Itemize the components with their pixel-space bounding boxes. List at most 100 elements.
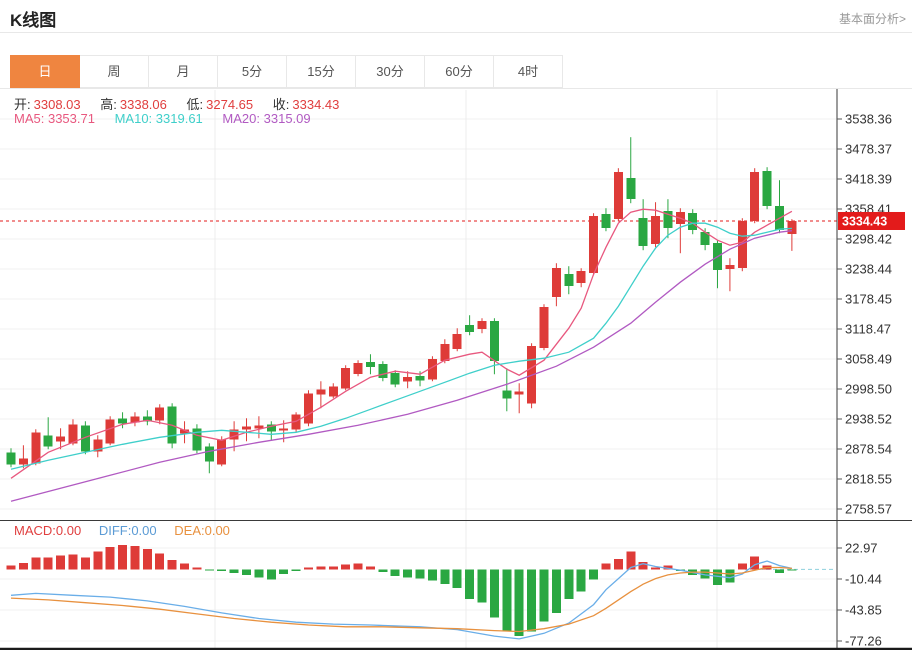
candle-body[interactable] <box>415 376 425 381</box>
candle-body[interactable] <box>427 359 437 380</box>
candle-body[interactable] <box>118 418 128 424</box>
y-axis-label: 3478.37 <box>845 142 892 157</box>
candle-body[interactable] <box>489 321 499 362</box>
candle-body[interactable] <box>365 362 375 368</box>
fundamental-analysis-link[interactable]: 基本面分析> <box>838 12 906 26</box>
candle-body[interactable] <box>328 386 338 397</box>
candle-body[interactable] <box>43 435 53 447</box>
period-tab-0[interactable]: 日 <box>10 55 80 88</box>
period-tab-2[interactable]: 月 <box>149 55 218 88</box>
candle-body[interactable] <box>204 446 214 462</box>
candle-body[interactable] <box>502 390 512 399</box>
candle-body[interactable] <box>217 439 227 465</box>
macd-bar <box>204 569 214 571</box>
candle-body[interactable] <box>105 419 115 444</box>
macd-bar <box>390 569 400 576</box>
candle-body[interactable] <box>601 214 611 229</box>
macd-bar <box>564 569 574 600</box>
period-tab-1[interactable]: 周 <box>80 55 149 88</box>
candle-body[interactable] <box>242 426 252 430</box>
candle-body[interactable] <box>192 428 202 451</box>
candle-body[interactable] <box>80 425 90 452</box>
y-axis-label: 22.97 <box>845 541 878 556</box>
macd-bar <box>80 557 90 570</box>
candle-body[interactable] <box>266 424 276 432</box>
candle-body[interactable] <box>787 220 797 235</box>
macd-bar <box>291 569 301 572</box>
candle-body[interactable] <box>539 307 549 349</box>
macd-bar <box>638 561 648 570</box>
candle-body[interactable] <box>564 274 574 287</box>
ma5-line <box>10 208 793 479</box>
candle-body[interactable] <box>229 429 239 440</box>
candle-body[interactable] <box>155 407 165 421</box>
macd-bar <box>589 569 599 580</box>
y-axis-label: -43.85 <box>845 603 882 618</box>
kline-chart-svg[interactable]: 3538.363478.373418.393358.413298.423238.… <box>0 89 912 650</box>
candle-body[interactable] <box>626 178 636 200</box>
macd-bar <box>365 566 375 570</box>
candle-body[interactable] <box>589 216 599 274</box>
period-tab-7[interactable]: 4时 <box>494 55 563 88</box>
candle-body[interactable] <box>551 268 561 298</box>
candle-body[interactable] <box>6 452 16 465</box>
candle-body[interactable] <box>638 218 648 247</box>
candle-body[interactable] <box>440 344 450 362</box>
period-tab-6[interactable]: 60分 <box>425 55 494 88</box>
candle-body[interactable] <box>279 428 289 431</box>
legend-ma5: MA5: 3353.71 <box>14 111 95 126</box>
candle-body[interactable] <box>737 221 747 269</box>
y-axis-label: 3298.42 <box>845 232 892 247</box>
candle-body[interactable] <box>750 172 760 222</box>
candle-body[interactable] <box>353 363 363 375</box>
macd-bar <box>279 569 289 574</box>
candle-body[interactable] <box>180 429 190 434</box>
candle-body[interactable] <box>56 436 66 442</box>
candle-body[interactable] <box>142 416 152 422</box>
candle-body[interactable] <box>465 325 475 333</box>
candle-body[interactable] <box>403 377 413 382</box>
candle-body[interactable] <box>477 321 487 330</box>
period-tab-4[interactable]: 15分 <box>287 55 356 88</box>
macd-bar <box>43 557 53 570</box>
candle-body[interactable] <box>576 271 586 284</box>
candle-body[interactable] <box>93 439 103 452</box>
macd-bar <box>56 555 66 570</box>
candle-body[interactable] <box>762 171 772 207</box>
macd-bar <box>303 567 313 570</box>
candle-body[interactable] <box>303 393 313 424</box>
candle-body[interactable] <box>378 364 388 379</box>
candle-body[interactable] <box>316 389 326 395</box>
macd-bar <box>576 569 586 592</box>
candle-body[interactable] <box>31 432 41 464</box>
candle-body[interactable] <box>18 458 28 465</box>
legend-diff: DIFF:0.00 <box>98 523 157 538</box>
candle-body[interactable] <box>651 216 661 245</box>
candle-body[interactable] <box>130 416 140 423</box>
candle-body[interactable] <box>390 373 400 385</box>
current-price-tag <box>838 211 905 230</box>
candle-body[interactable] <box>68 424 78 444</box>
period-tabs: 日周月 5分 15分 30分 60分 4时 <box>10 55 563 88</box>
macd-bar <box>341 564 351 570</box>
ma20-line <box>10 230 792 502</box>
candle-body[interactable] <box>613 172 623 220</box>
macd-bar <box>316 566 326 570</box>
candle-body[interactable] <box>725 265 735 270</box>
candle-body[interactable] <box>700 232 710 246</box>
candle-body[interactable] <box>254 425 264 429</box>
y-axis-label: 2998.50 <box>845 382 892 397</box>
period-tab-3[interactable]: 5分 <box>218 55 287 88</box>
macd-bar <box>155 553 165 570</box>
macd-bar <box>31 557 41 570</box>
macd-legend: MACD:0.00 DIFF:0.00 DEA:0.00 <box>14 523 230 538</box>
candle-body[interactable] <box>452 334 462 350</box>
period-tab-5[interactable]: 30分 <box>356 55 425 88</box>
candle-body[interactable] <box>663 211 673 229</box>
candle-body[interactable] <box>514 391 524 395</box>
header-divider <box>0 32 912 33</box>
candle-body[interactable] <box>341 368 351 389</box>
macd-bar <box>242 569 252 575</box>
candle-body[interactable] <box>688 213 698 231</box>
